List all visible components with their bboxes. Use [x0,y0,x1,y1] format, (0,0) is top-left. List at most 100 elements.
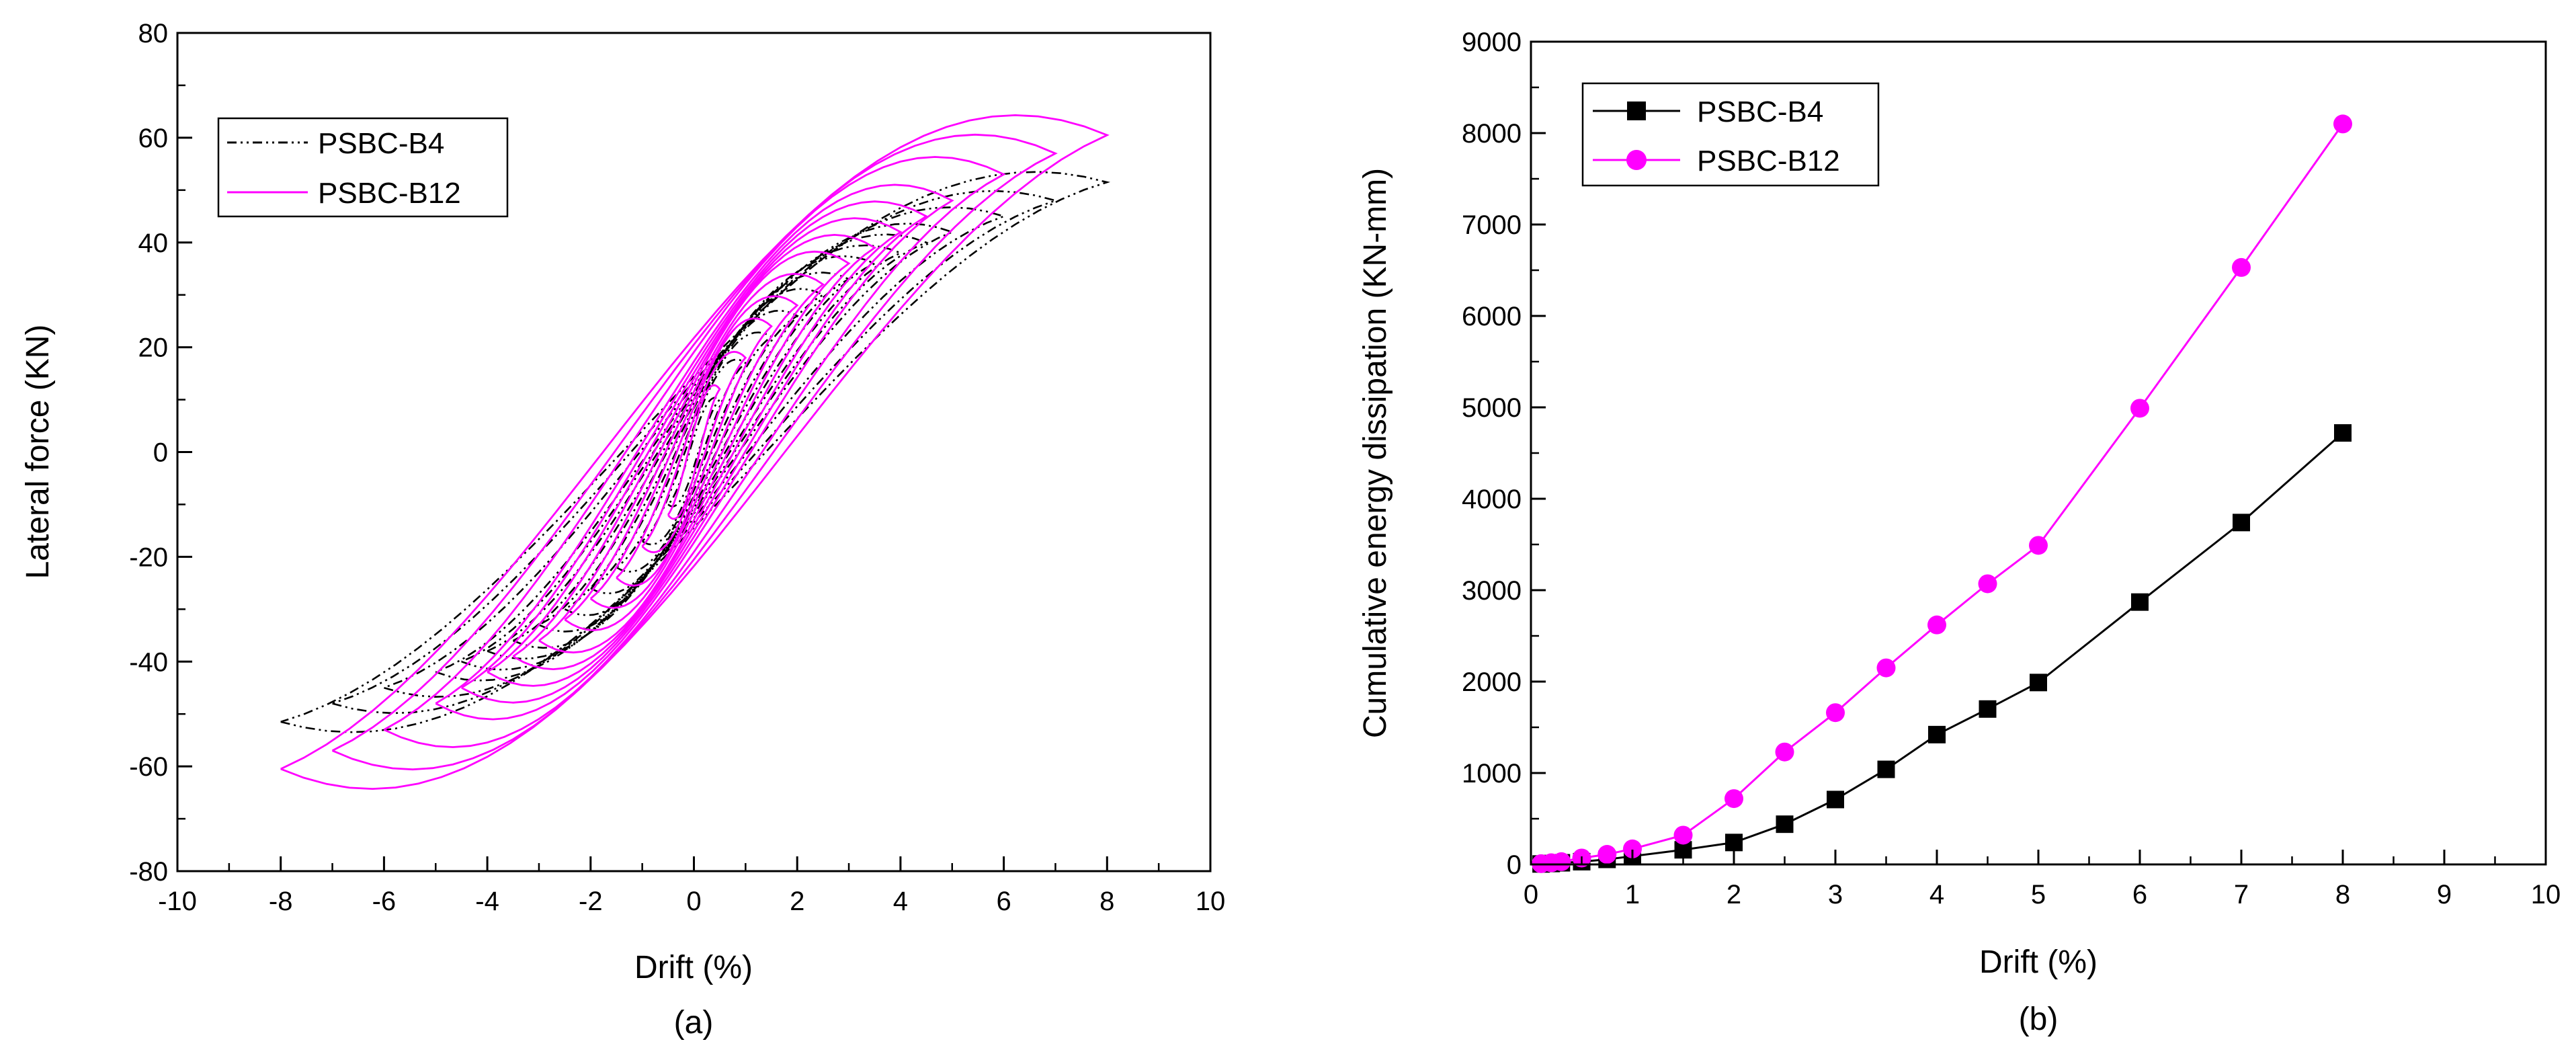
legend-label-psbc-b4-a: PSBC-B4 [318,127,444,160]
x-tick-label-a: 2 [790,887,804,916]
data-point-psbc-b4 [2030,674,2047,692]
data-point-psbc-b12 [2333,114,2352,134]
y-tick-label-a: 0 [153,438,168,468]
legend-label-psbc-b12-b: PSBC-B12 [1697,145,1840,177]
y-tick-label-b: 0 [1507,850,1522,880]
y-tick-label-b: 1000 [1462,759,1522,788]
hysteresis-loop-psbc-b12 [538,250,851,654]
hysteresis-loop-psbc-b4 [435,222,955,682]
y-tick-label-b: 7000 [1462,210,1522,240]
data-point-psbc-b4 [1725,834,1743,852]
hysteresis-loop-psbc-b4 [487,244,903,660]
y-tick-label-b: 2000 [1462,667,1522,697]
data-point-psbc-b4 [1776,815,1794,834]
y-tick-label-b: 4000 [1462,485,1522,514]
x-tick-label-b: 2 [1727,880,1741,909]
y-tick-label-a: 60 [138,124,169,153]
legend-b: PSBC-B4 PSBC-B12 [1581,82,1880,187]
x-tick-label-b: 4 [1929,880,1944,909]
x-tick-label-b: 6 [2132,880,2147,909]
data-point-psbc-b4 [2131,593,2149,611]
hysteresis-loop-psbc-b12 [667,384,721,520]
x-tick-label-a: -10 [158,887,197,916]
x-tick-label-a: 10 [1196,887,1226,916]
x-tick-label-a: 6 [996,887,1011,916]
hysteresis-loop-psbc-b12 [616,317,773,587]
hysteresis-loop-psbc-b12 [460,200,929,704]
y-tick-label-a: 80 [138,19,169,48]
legend-marker-psbc-b12-b [1626,150,1647,170]
y-tick-label-a: -40 [129,647,168,677]
y-tick-label-a: -20 [129,542,168,572]
hysteresis-loop-psbc-b12 [383,156,1006,748]
y-tick-label-a: 40 [138,229,169,258]
series-line-psbc-b4 [1541,432,2343,865]
y-tick-label-b: 6000 [1462,302,1522,331]
hysteresis-loop-psbc-b12 [280,114,1110,790]
hysteresis-loop-psbc-b4 [280,171,1111,733]
legend-label-psbc-b4-b: PSBC-B4 [1697,95,1823,128]
x-tick-label-b: 3 [1828,880,1843,909]
x-axis-label-b: Drift (%) [1979,944,2097,980]
data-point-psbc-b4 [1877,760,1895,778]
legend-label-psbc-b12-a: PSBC-B12 [318,177,461,210]
x-tick-label-b: 7 [2234,880,2249,909]
x-tick-label-a: -6 [372,887,397,916]
x-tick-label-b: 5 [2031,880,2046,909]
y-axis-label-a: Lateral force (KN) [20,325,56,579]
data-point-psbc-b12 [1876,658,1896,678]
x-tick-label-a: 0 [686,887,701,916]
data-point-psbc-b12 [1978,574,1997,594]
y-tick-label-b: 8000 [1462,119,1522,149]
energy-dissipation-chart: 0 1 2 3 4 5 6 7 8 9 10 0 1000 2000 3000 4000 5000 6000 700… [1358,28,2561,1037]
x-tick-label-a: 8 [1099,887,1114,916]
y-tick-label-a: -60 [129,752,168,782]
data-point-psbc-b4 [1827,790,1844,809]
hysteresis-loop-psbc-b12 [589,295,799,609]
hysteresis-loop-psbc-b4 [461,233,929,671]
hysteresis-loop-psbc-b12 [512,233,877,671]
data-point-psbc-b12 [1775,742,1794,762]
x-tick-label-b: 9 [2437,880,2452,909]
x-tick-label-b: 1 [1625,880,1640,909]
hysteresis-loop-psbc-b12 [435,184,954,721]
y-tick-label-b: 9000 [1462,28,1522,57]
data-point-psbc-b12 [1725,789,1743,809]
x-tick-label-b: 8 [2335,880,2350,909]
legend-marker-psbc-b4-b [1627,101,1646,120]
data-point-psbc-b4 [2334,424,2352,442]
y-tick-label-b: 3000 [1462,576,1522,606]
hysteresis-loop-psbc-b4 [641,358,747,546]
data-point-psbc-b4 [1979,700,1997,718]
hysteresis-loop-psbc-b4 [538,272,851,633]
panel-caption-a: (a) [674,1005,714,1041]
data-point-psbc-b12 [1673,825,1693,845]
data-point-psbc-b12 [2029,536,2048,555]
legend-a: PSBC-B4 PSBC-B12 [217,117,509,218]
x-tick-label-b: 0 [1524,880,1538,909]
hysteresis-loop-psbc-b4 [332,190,1058,715]
y-tick-label-b: 5000 [1462,393,1522,423]
y-tick-label-a: -80 [129,857,168,887]
x-tick-label-a: -2 [579,887,603,916]
data-point-psbc-b12 [2130,399,2149,418]
data-point-psbc-b12 [1623,839,1642,858]
hysteresis-chart: -10 -8 -6 -4 -2 0 2 4 6 8 10-80-60-40-20020406080 … [20,19,1225,1041]
hysteresis-loop-psbc-b12 [564,272,825,632]
hysteresis-loop-psbc-b4 [512,255,877,649]
data-point-psbc-b12 [1927,615,1946,635]
hysteresis-loop-psbc-b12 [641,350,747,554]
data-point-psbc-b12 [1552,852,1571,871]
hysteresis-loop-psbc-b12 [487,217,903,687]
x-tick-label-a: -8 [269,887,293,916]
data-point-psbc-b4 [2233,514,2250,532]
y-axis-label-b: Cumulative energy dissipation (KN-mm) [1358,168,1393,738]
hysteresis-loop-psbc-b4 [383,206,1007,698]
x-tick-label-b: 10 [2531,880,2561,909]
y-tick-label-a: 20 [138,333,169,363]
data-point-psbc-b12 [1597,845,1617,864]
data-point-psbc-b4 [1928,725,1946,743]
data-point-psbc-b12 [2232,257,2251,277]
x-tick-label-a: 4 [893,887,908,916]
